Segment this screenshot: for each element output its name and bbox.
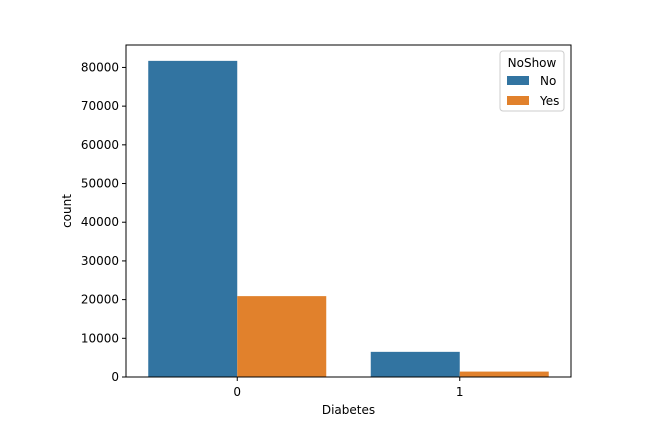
plot-frame (125, 44, 572, 378)
legend-swatch-no (507, 76, 529, 85)
y-tick-label: 50000 (81, 177, 119, 191)
y-axis-title: count (60, 194, 74, 228)
legend-title: NoShow (508, 56, 557, 70)
bars-group (148, 60, 549, 377)
x-tick-label: 0 (233, 385, 241, 399)
bar-no-1 (370, 351, 460, 377)
y-tick-label: 20000 (81, 293, 119, 307)
y-tick-label: 30000 (81, 254, 119, 268)
legend-label-no: No (540, 74, 556, 88)
x-tick-label: 1 (456, 385, 464, 399)
y-tick-label: 70000 (81, 99, 119, 113)
y-axis: 0 10000 20000 30000 40000 50000 60000 70000 8000… (81, 60, 126, 384)
bar-yes-1 (459, 371, 549, 377)
x-axis-title: Diabetes (322, 403, 375, 417)
y-tick-label: 80000 (81, 60, 119, 74)
bar-no-0 (148, 60, 238, 377)
legend: NoShow No Yes (499, 50, 565, 112)
legend-label-yes: Yes (539, 94, 559, 108)
y-tick-label: 40000 (81, 215, 119, 229)
y-tick-label: 60000 (81, 138, 119, 152)
bar-yes-0 (237, 296, 327, 377)
legend-swatch-yes (507, 96, 529, 105)
y-tick-label: 0 (111, 370, 119, 384)
y-tick-label: 10000 (81, 331, 119, 345)
